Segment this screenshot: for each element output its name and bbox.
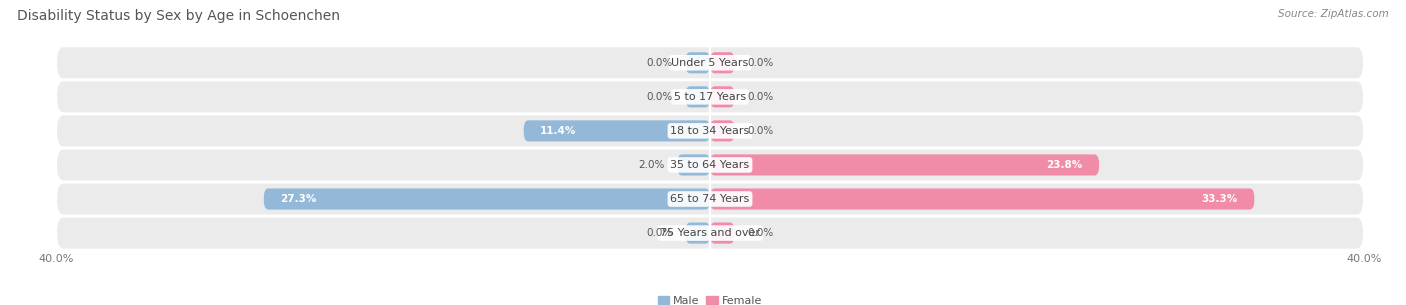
Text: 35 to 64 Years: 35 to 64 Years — [671, 160, 749, 170]
Text: 0.0%: 0.0% — [748, 126, 773, 136]
FancyBboxPatch shape — [56, 81, 1364, 113]
Text: 0.0%: 0.0% — [748, 228, 773, 238]
FancyBboxPatch shape — [523, 120, 710, 142]
FancyBboxPatch shape — [710, 120, 734, 142]
Text: 0.0%: 0.0% — [647, 228, 672, 238]
FancyBboxPatch shape — [686, 52, 710, 73]
Text: 0.0%: 0.0% — [647, 58, 672, 68]
Text: Disability Status by Sex by Age in Schoenchen: Disability Status by Sex by Age in Schoe… — [17, 9, 340, 23]
Text: 75 Years and over: 75 Years and over — [659, 228, 761, 238]
Text: 11.4%: 11.4% — [540, 126, 576, 136]
FancyBboxPatch shape — [710, 223, 734, 244]
Text: 2.0%: 2.0% — [638, 160, 664, 170]
FancyBboxPatch shape — [686, 86, 710, 107]
Text: Source: ZipAtlas.com: Source: ZipAtlas.com — [1278, 9, 1389, 19]
FancyBboxPatch shape — [686, 223, 710, 244]
Legend: Male, Female: Male, Female — [658, 296, 762, 305]
FancyBboxPatch shape — [56, 149, 1364, 181]
Text: 23.8%: 23.8% — [1046, 160, 1083, 170]
FancyBboxPatch shape — [264, 188, 710, 210]
FancyBboxPatch shape — [710, 154, 1099, 175]
Text: 0.0%: 0.0% — [748, 58, 773, 68]
Text: 0.0%: 0.0% — [647, 92, 672, 102]
Text: 27.3%: 27.3% — [280, 194, 316, 204]
Text: 18 to 34 Years: 18 to 34 Years — [671, 126, 749, 136]
Text: 5 to 17 Years: 5 to 17 Years — [673, 92, 747, 102]
Text: Under 5 Years: Under 5 Years — [672, 58, 748, 68]
Text: 65 to 74 Years: 65 to 74 Years — [671, 194, 749, 204]
Text: 33.3%: 33.3% — [1202, 194, 1237, 204]
FancyBboxPatch shape — [56, 115, 1364, 147]
FancyBboxPatch shape — [56, 217, 1364, 249]
Text: 0.0%: 0.0% — [748, 92, 773, 102]
FancyBboxPatch shape — [56, 183, 1364, 215]
FancyBboxPatch shape — [710, 188, 1254, 210]
FancyBboxPatch shape — [710, 52, 734, 73]
FancyBboxPatch shape — [56, 46, 1364, 79]
FancyBboxPatch shape — [710, 86, 734, 107]
FancyBboxPatch shape — [678, 154, 710, 175]
